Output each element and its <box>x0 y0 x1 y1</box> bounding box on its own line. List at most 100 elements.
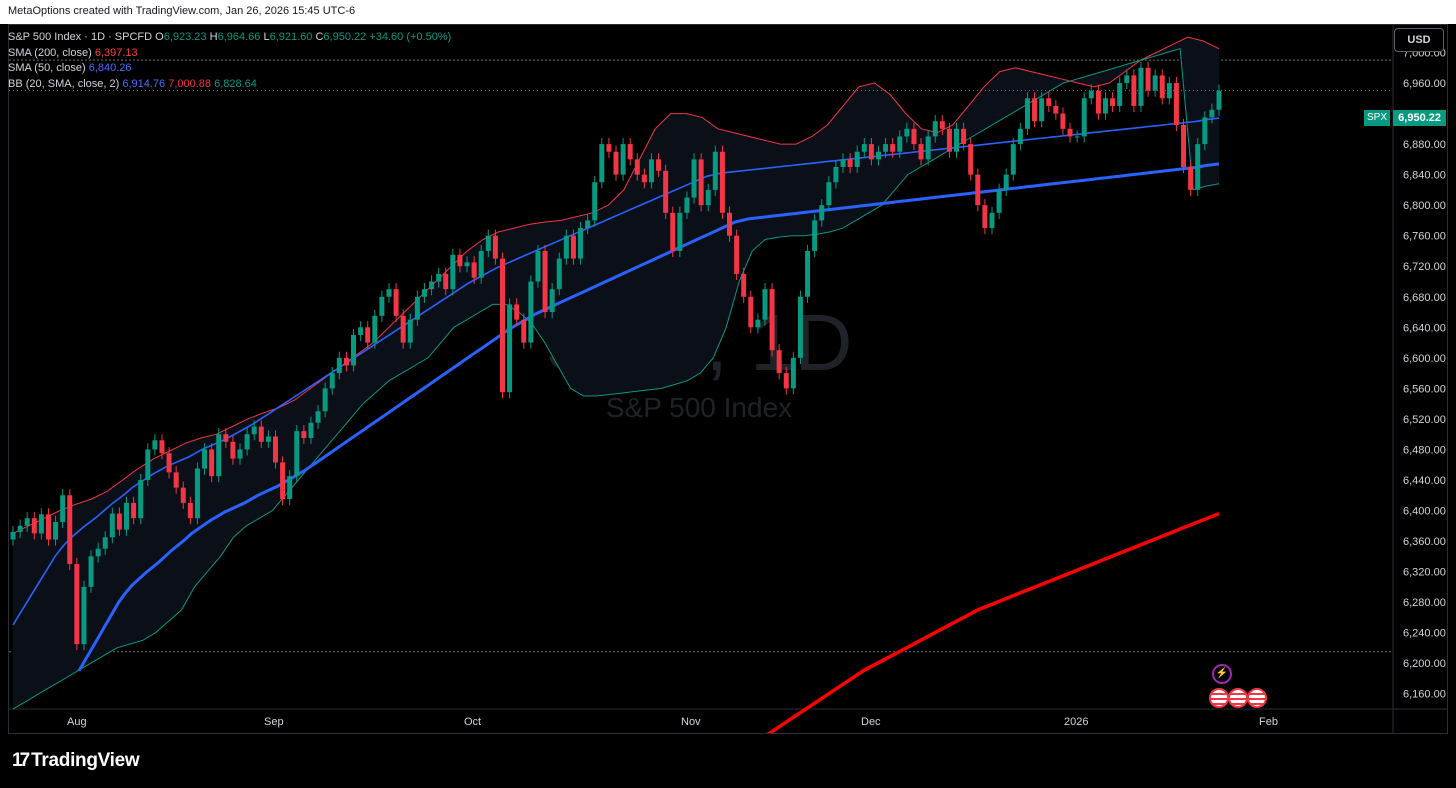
candle-body <box>379 296 385 316</box>
candle-body <box>599 144 605 183</box>
y-tick-label: 6,880.00 <box>1403 139 1446 151</box>
candle-body <box>53 521 59 540</box>
candle-body <box>741 273 747 297</box>
candle-body <box>152 440 158 450</box>
candle-body <box>74 563 80 645</box>
candle-body <box>1053 105 1059 114</box>
candle-body <box>847 159 853 167</box>
candle-body <box>989 212 995 229</box>
candle-body <box>521 319 527 343</box>
candle-body <box>734 235 740 274</box>
candle-body <box>1152 75 1158 91</box>
legend-symbol-row[interactable]: S&P 500 Index · 1D · SPCFD O6,923.23 H6,… <box>8 30 451 46</box>
candle-body <box>677 212 683 251</box>
candle-body <box>556 258 562 290</box>
candle-body <box>400 315 406 343</box>
chart-legend: S&P 500 Index · 1D · SPCFD O6,923.23 H6,… <box>8 30 451 92</box>
y-tick-label: 6,480.00 <box>1403 444 1446 456</box>
bb-band-fill <box>13 37 1219 709</box>
sma50-label: SMA (50, close) <box>8 62 86 74</box>
candle-body <box>535 250 541 282</box>
x-tick-label: Aug <box>67 716 87 728</box>
candle-body <box>570 235 576 259</box>
y-tick-label: 6,600.00 <box>1403 353 1446 365</box>
candle-body <box>592 182 598 221</box>
candle-body <box>67 495 73 564</box>
candle-body <box>1003 174 1009 190</box>
sma50-line <box>77 162 1220 672</box>
candle-body <box>159 440 165 454</box>
candle-body <box>1102 98 1108 114</box>
candle-body <box>1024 98 1030 129</box>
candle-body <box>698 159 704 206</box>
tradingview-logo[interactable]: 17 TradingView <box>12 750 140 772</box>
legend-symbol: S&P 500 Index · 1D · SPCFD <box>8 31 153 43</box>
legend-sma200-row[interactable]: SMA (200, close) 6,397.13 <box>8 46 451 62</box>
candle-body <box>549 289 555 313</box>
candle-body <box>996 189 1002 213</box>
candle-body <box>641 174 647 183</box>
candle-body <box>102 537 108 549</box>
candle-body <box>315 411 321 423</box>
candle-body <box>819 205 825 221</box>
lightning-icon[interactable]: ⚡ <box>1212 664 1232 684</box>
candle-body <box>180 487 186 503</box>
candle-body <box>790 357 796 389</box>
us-flag-icon[interactable] <box>1247 688 1267 708</box>
candle-body <box>585 220 591 229</box>
ohlc-low-label: L <box>263 31 270 43</box>
candle-body <box>1095 90 1101 114</box>
price-chart[interactable]: 7,000.006,960.006,920.006,880.006,840.00… <box>9 25 1447 733</box>
y-tick-label: 6,960.00 <box>1403 78 1446 90</box>
y-tick-label: 6,800.00 <box>1403 200 1446 212</box>
chart-pane[interactable]: 7,000.006,960.006,920.006,880.006,840.00… <box>8 24 1448 734</box>
candle-body <box>131 502 137 519</box>
candle-body <box>237 449 243 459</box>
candle-body <box>1138 67 1144 106</box>
candle-body <box>1067 128 1073 137</box>
x-tick-label: Oct <box>464 716 481 728</box>
candle-body <box>443 273 449 290</box>
candle-body <box>1046 98 1052 106</box>
us-flag-icon[interactable] <box>1209 688 1229 708</box>
x-tick-label: Dec <box>861 716 881 728</box>
ohlc-open: 6,923.23 <box>163 31 207 43</box>
legend-sma50-row[interactable]: SMA (50, close) 6,840.26 <box>8 61 451 77</box>
candle-body <box>421 289 427 297</box>
candle-body <box>1173 83 1179 126</box>
candle-body <box>1074 136 1080 138</box>
candle-body <box>840 159 846 167</box>
candle-body <box>31 518 37 534</box>
candle-body <box>691 159 697 198</box>
candle-body <box>656 159 662 171</box>
candle-body <box>464 262 470 267</box>
candle-body <box>783 373 789 389</box>
ohlc-high-label: H <box>209 31 218 43</box>
candle-body <box>336 357 342 374</box>
candle-body <box>450 254 456 290</box>
currency-button[interactable]: USD <box>1394 28 1444 52</box>
y-tick-label: 6,840.00 <box>1403 170 1446 182</box>
candle-body <box>1181 125 1187 167</box>
sma200-label: SMA (200, close) <box>8 46 92 59</box>
candle-body <box>1017 128 1023 145</box>
candle-body <box>514 304 520 320</box>
candle-body <box>202 449 208 469</box>
candle-body <box>251 426 257 435</box>
ohlc-change: +34.60 (+0.50%) <box>369 31 452 43</box>
candle-body <box>542 250 548 313</box>
us-flag-icon[interactable] <box>1228 688 1248 708</box>
candle-body <box>223 434 229 442</box>
candle-body <box>1039 98 1045 122</box>
candle-body <box>627 144 633 160</box>
legend-bb-row[interactable]: BB (20, SMA, close, 2) 6,914.76 7,000.88… <box>8 77 451 93</box>
candle-body <box>1124 75 1130 84</box>
candle-body <box>648 159 654 183</box>
candle-body <box>563 235 569 259</box>
candle-body <box>365 327 371 343</box>
candle-body <box>60 495 66 522</box>
ohlc-open-label: O <box>155 31 164 43</box>
y-tick-label: 6,320.00 <box>1403 567 1446 579</box>
candle-body <box>209 449 215 477</box>
candle-body <box>1188 166 1194 190</box>
